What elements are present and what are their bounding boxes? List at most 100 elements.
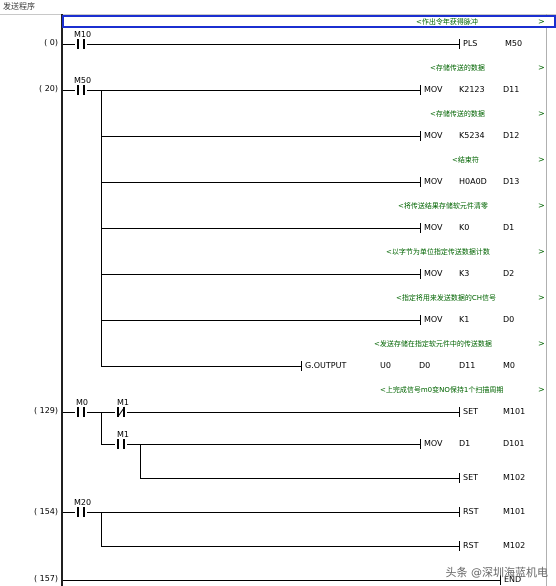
wire [63,412,75,413]
no-contact-m20[interactable] [75,507,87,517]
instruction-arg[interactable]: D1 [459,439,471,448]
instruction-arg[interactable]: D0 [503,315,515,324]
nc-contact-m1[interactable] [115,407,127,417]
instruction-op[interactable]: G.OUTPUT [305,361,347,370]
program-title: 发送程序 [3,2,35,11]
instruction-op[interactable]: MOV [424,439,443,448]
instruction-arg[interactable]: K2123 [459,85,485,94]
wire [101,546,459,547]
instruction-arg[interactable]: D11 [459,361,476,370]
instruction-bracket [420,315,424,325]
title-bar: 发送程序 [0,0,556,15]
instruction-arg[interactable]: K0 [459,223,470,232]
instruction-op[interactable]: RST [463,541,479,550]
instruction-arg[interactable]: D2 [503,269,515,278]
comment-arrow: > [538,385,545,394]
selection-cursor[interactable] [62,15,556,28]
comment-arrow: > [538,63,545,72]
instruction-op[interactable]: PLS [463,39,478,48]
instruction-op[interactable]: MOV [424,223,443,232]
coil-bracket [459,407,463,417]
coil-bracket [459,541,463,551]
step-number: ( 20) [39,84,58,93]
instruction-arg[interactable]: M102 [503,473,526,482]
instruction-arg[interactable]: D101 [503,439,525,448]
comment: <作出令年获得脉冲 [416,18,478,26]
instruction-arg[interactable]: K5234 [459,131,485,140]
instruction-arg[interactable]: D13 [503,177,520,186]
right-power-rail [546,14,547,586]
instruction-arg[interactable]: D12 [503,131,520,140]
wire [87,90,420,91]
instruction-arg[interactable]: M50 [505,39,523,48]
comment: <存储传送的数据 [430,110,485,118]
wire [101,444,115,445]
instruction-arg[interactable]: M102 [503,541,526,550]
step-number: ( 129) [33,406,58,415]
instruction-arg[interactable]: M101 [503,507,526,516]
instruction-op[interactable]: SET [463,407,479,416]
end-instruction[interactable]: END [504,575,522,584]
instruction-op[interactable]: MOV [424,85,443,94]
wire [127,412,459,413]
no-contact-m10[interactable] [75,39,87,49]
coil-bracket [459,507,463,517]
wire [101,274,420,275]
no-contact-m0[interactable] [75,407,87,417]
no-contact-m50[interactable] [75,85,87,95]
wire [127,444,420,445]
branch-line [140,444,141,479]
instruction-arg[interactable]: D11 [503,85,520,94]
instruction-bracket [420,85,424,95]
comment: <以字节为单位指定传送数据计数 [386,248,490,256]
wire [101,182,420,183]
instruction-arg[interactable]: U0 [380,361,391,370]
contact-label: M20 [74,498,92,507]
wire [87,44,459,45]
instruction-bracket [420,439,424,449]
instruction-op[interactable]: RST [463,507,479,516]
instruction-arg[interactable]: D1 [503,223,515,232]
instruction-arg[interactable]: D0 [419,361,431,370]
branch-line [101,512,102,546]
comment-arrow: > [538,247,545,256]
instruction-op[interactable]: SET [463,473,479,482]
branch-line [101,412,102,444]
comment-arrow: > [538,155,545,164]
step-number: ( 154) [33,507,58,516]
wire [101,320,420,321]
instruction-bracket [301,361,305,371]
instruction-arg[interactable]: K3 [459,269,470,278]
coil-bracket [459,39,463,49]
contact-label: M1 [117,398,129,407]
contact-label: M10 [74,30,92,39]
instruction-op[interactable]: MOV [424,131,443,140]
instruction-op[interactable]: MOV [424,269,443,278]
comment-arrow: > [538,17,545,26]
instruction-arg[interactable]: M0 [503,361,515,370]
wire [101,228,420,229]
instruction-op[interactable]: MOV [424,315,443,324]
instruction-bracket [420,269,424,279]
wire [63,580,500,581]
instruction-arg[interactable]: H0A0D [459,177,487,186]
comment: <发送存储在指定软元件中的传送数据 [374,340,492,348]
left-power-rail [61,14,63,586]
wire [63,512,75,513]
instruction-arg[interactable]: M101 [503,407,526,416]
comment: <将传送结果存储软元件清零 [398,202,488,210]
contact-label: M0 [76,398,88,407]
comment-arrow: > [538,339,545,348]
no-contact-m1[interactable] [115,439,127,449]
instruction-bracket [420,177,424,187]
instruction-arg[interactable]: K1 [459,315,470,324]
instruction-op[interactable]: MOV [424,177,443,186]
step-number: ( 0) [44,38,58,47]
wire [87,512,459,513]
comment-arrow: > [538,293,545,302]
coil-bracket [459,473,463,483]
instruction-bracket [420,131,424,141]
wire [101,366,301,367]
instruction-bracket [420,223,424,233]
comment-arrow: > [538,109,545,118]
